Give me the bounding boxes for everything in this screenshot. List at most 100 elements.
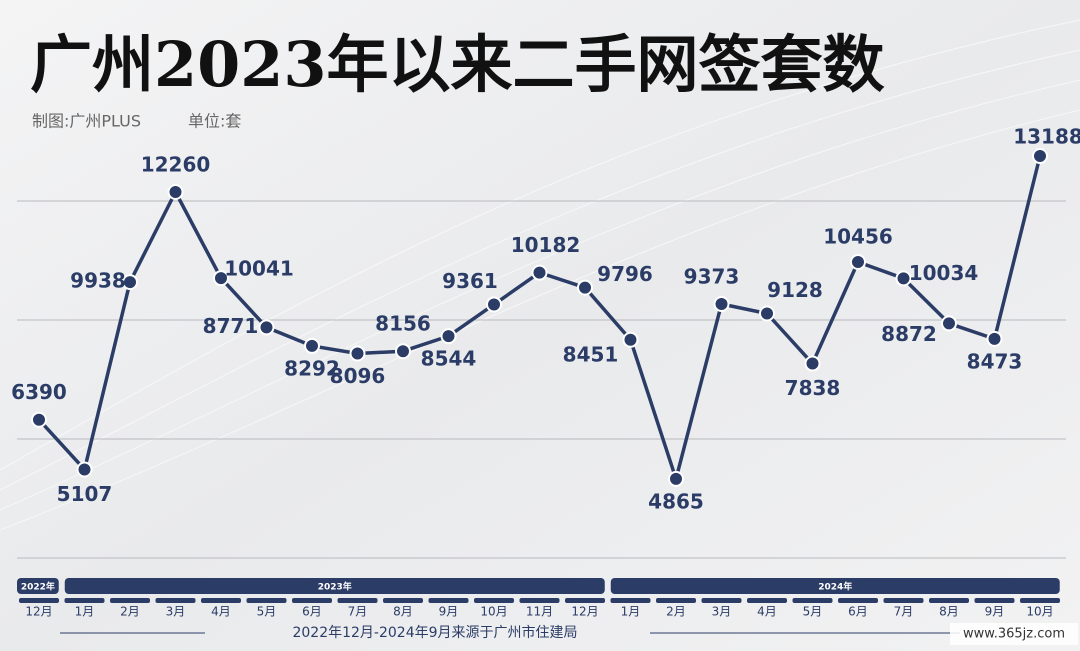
dividers: [17, 200, 1066, 559]
month-tab: [155, 598, 196, 603]
data-label: 9373: [684, 264, 740, 288]
month-tab: [337, 598, 378, 603]
year-label: 2024年: [818, 581, 852, 593]
data-label: 10034: [909, 261, 979, 285]
month-tab: [292, 598, 332, 603]
data-label: 5107: [57, 482, 113, 506]
x-tick-label: 9月: [439, 605, 459, 619]
decoration: [0, 19, 1080, 531]
data-label: 9796: [597, 262, 653, 286]
x-tick-label: 6月: [848, 605, 868, 619]
month-tab: [519, 598, 560, 603]
x-tick-label: 1月: [75, 605, 95, 619]
point: [713, 295, 730, 312]
month-tab: [474, 598, 514, 603]
month-tab: [656, 598, 696, 603]
x-tick-label: 2月: [666, 605, 686, 619]
month-tab: [565, 598, 605, 603]
point: [622, 331, 639, 348]
source-note: 2022年12月-2024年9月来源于广州市住建局: [292, 624, 577, 641]
chart-title: 广州2023年以来二手网签套数: [30, 28, 885, 101]
data-label: 10456: [823, 224, 893, 248]
month-tab: [747, 598, 787, 603]
month-tab: [246, 598, 287, 603]
point: [167, 183, 184, 200]
point: [531, 264, 548, 281]
data-label: 8156: [375, 312, 431, 336]
point: [986, 330, 1003, 347]
point: [804, 355, 821, 372]
point: [304, 337, 320, 354]
data-label: 9361: [442, 269, 498, 293]
data-label: 4865: [648, 489, 704, 513]
month-tab: [974, 598, 1015, 603]
x-tick-label: 9月: [985, 605, 1005, 619]
point: [577, 279, 593, 296]
x-tick-label: 10月: [480, 605, 507, 619]
x-tick-label: 4月: [757, 605, 777, 619]
year-band: [610, 578, 1060, 594]
point: [122, 274, 138, 291]
point: [850, 253, 866, 270]
month-tab: [428, 598, 469, 603]
x-tick-label: 5月: [803, 605, 823, 619]
month-tab: [792, 598, 833, 603]
data-label: 8292: [284, 356, 340, 380]
data-label: 8544: [421, 347, 477, 371]
x-tick-label: 5月: [257, 605, 277, 619]
year-band: [17, 578, 59, 594]
month-tab: [929, 598, 969, 603]
point: [941, 315, 957, 332]
data-label: 7838: [785, 376, 841, 400]
point: [31, 411, 47, 428]
data-label: 10182: [511, 233, 581, 257]
point: [349, 345, 366, 362]
data-label: 8872: [881, 322, 937, 346]
x-tick-label: 3月: [712, 605, 732, 619]
month-tab: [383, 598, 423, 603]
x-tick-label: 12月: [571, 605, 598, 619]
x-tick-label: 3月: [166, 605, 186, 619]
point: [440, 328, 457, 345]
watermark: www.365jz.com: [963, 627, 1065, 642]
point: [213, 270, 229, 287]
year-band: [64, 578, 605, 594]
data-label: 8451: [563, 342, 619, 366]
data-label: 8771: [203, 314, 259, 338]
month-tab: [19, 598, 59, 603]
month-tab: [610, 598, 651, 603]
x-tick-label: 11月: [526, 605, 553, 619]
year-label: 2023年: [318, 581, 352, 593]
x-tick-label: 10月: [1026, 605, 1053, 619]
point: [258, 319, 275, 336]
x-tick-label: 2月: [120, 605, 140, 619]
x-tick-label: 8月: [939, 605, 959, 619]
month-tab: [701, 598, 742, 603]
month-tab: [201, 598, 241, 603]
subtitle: 单位:套: [188, 112, 241, 131]
data-label: 8473: [967, 349, 1023, 373]
month-tab: [838, 598, 878, 603]
point: [895, 270, 912, 287]
point: [395, 343, 411, 360]
x-tick-label: 7月: [348, 605, 368, 619]
data-label: 13188: [1013, 124, 1080, 148]
month-tab: [1020, 598, 1060, 603]
data-label: 9938: [70, 269, 126, 293]
data-label: 10041: [224, 257, 294, 281]
month-tab: [110, 598, 150, 603]
x-tick-label: 8月: [393, 605, 413, 619]
x-tick-label: 4月: [211, 605, 231, 619]
point: [486, 296, 502, 313]
year-label: 2022年: [21, 581, 55, 593]
x-tick-label: 1月: [621, 605, 641, 619]
data-label: 8096: [330, 364, 386, 388]
point: [1032, 147, 1048, 164]
month-tab: [883, 598, 924, 603]
data-label: 9128: [767, 278, 823, 302]
data-label: 12260: [141, 152, 211, 176]
x-tick-label: 7月: [894, 605, 914, 619]
month-tab: [64, 598, 105, 603]
